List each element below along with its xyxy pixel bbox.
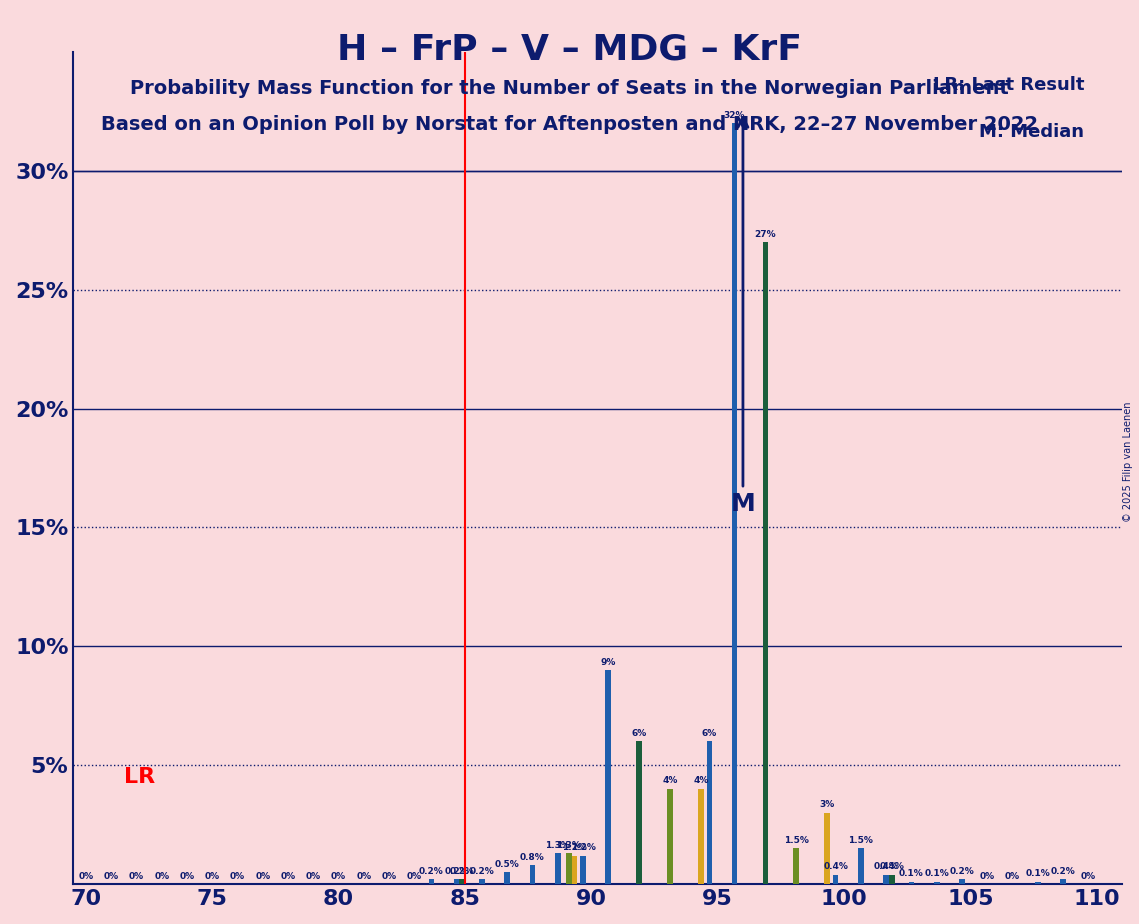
- Bar: [606, 670, 611, 884]
- Text: 6%: 6%: [631, 729, 647, 738]
- Text: 0.4%: 0.4%: [874, 862, 899, 871]
- Text: Probability Mass Function for the Number of Seats in the Norwegian Parliament: Probability Mass Function for the Number…: [130, 79, 1009, 98]
- Text: 0.2%: 0.2%: [950, 867, 974, 876]
- Text: 1.3%: 1.3%: [557, 841, 581, 850]
- Text: 0%: 0%: [1005, 871, 1021, 881]
- Text: 0.8%: 0.8%: [521, 853, 544, 861]
- Bar: [530, 865, 535, 884]
- Text: 0%: 0%: [180, 871, 195, 881]
- Text: 0.2%: 0.2%: [450, 867, 475, 876]
- Bar: [453, 880, 459, 884]
- Bar: [580, 856, 585, 884]
- Bar: [566, 853, 572, 884]
- Text: 0%: 0%: [230, 871, 245, 881]
- Bar: [890, 875, 894, 884]
- Bar: [480, 880, 485, 884]
- Text: 0%: 0%: [79, 871, 93, 881]
- Bar: [555, 853, 560, 884]
- Text: 0%: 0%: [357, 871, 371, 881]
- Bar: [428, 880, 434, 884]
- Text: 0.2%: 0.2%: [1050, 867, 1075, 876]
- Text: 0%: 0%: [205, 871, 220, 881]
- Text: LR: LR: [124, 767, 155, 787]
- Text: Based on an Opinion Poll by Norstat for Aftenposten and NRK, 22–27 November 2022: Based on an Opinion Poll by Norstat for …: [101, 116, 1038, 135]
- Text: 0%: 0%: [255, 871, 270, 881]
- Text: © 2025 Filip van Laenen: © 2025 Filip van Laenen: [1123, 402, 1133, 522]
- Bar: [572, 856, 577, 884]
- Text: 4%: 4%: [662, 776, 678, 785]
- Text: M: M: [730, 117, 755, 516]
- Text: 0%: 0%: [280, 871, 296, 881]
- Text: 0.2%: 0.2%: [469, 867, 494, 876]
- Text: 0%: 0%: [331, 871, 346, 881]
- Text: H – FrP – V – MDG – KrF: H – FrP – V – MDG – KrF: [337, 32, 802, 67]
- Bar: [1035, 881, 1041, 884]
- Text: 1.2%: 1.2%: [571, 843, 596, 852]
- Text: 3%: 3%: [819, 800, 835, 809]
- Bar: [732, 123, 737, 884]
- Bar: [909, 881, 915, 884]
- Text: 9%: 9%: [600, 658, 616, 666]
- Bar: [934, 881, 940, 884]
- Text: 0.2%: 0.2%: [444, 867, 469, 876]
- Text: 1.5%: 1.5%: [849, 836, 874, 845]
- Text: 1.5%: 1.5%: [784, 836, 809, 845]
- Text: 0%: 0%: [104, 871, 118, 881]
- Text: 0%: 0%: [154, 871, 170, 881]
- Text: 0%: 0%: [129, 871, 145, 881]
- Text: 0.2%: 0.2%: [419, 867, 444, 876]
- Text: 0.1%: 0.1%: [925, 869, 949, 878]
- Bar: [858, 848, 863, 884]
- Bar: [959, 880, 965, 884]
- Bar: [884, 875, 890, 884]
- Text: 0%: 0%: [382, 871, 396, 881]
- Bar: [794, 848, 800, 884]
- Text: 0.4%: 0.4%: [823, 862, 849, 871]
- Bar: [667, 789, 673, 884]
- Text: LR: Last Result: LR: Last Result: [933, 76, 1084, 93]
- Text: 0.4%: 0.4%: [879, 862, 904, 871]
- Bar: [833, 875, 838, 884]
- Bar: [763, 242, 768, 884]
- Text: 0.1%: 0.1%: [1025, 869, 1050, 878]
- Text: 1.3%: 1.3%: [546, 841, 571, 850]
- Text: 0%: 0%: [980, 871, 994, 881]
- Text: 0.5%: 0.5%: [494, 859, 519, 869]
- Bar: [637, 741, 642, 884]
- Text: 0.1%: 0.1%: [899, 869, 924, 878]
- Text: 1.2%: 1.2%: [562, 843, 587, 852]
- Text: 32%: 32%: [724, 111, 745, 120]
- Text: 0%: 0%: [407, 871, 423, 881]
- Text: 6%: 6%: [702, 729, 716, 738]
- Bar: [459, 880, 465, 884]
- Bar: [698, 789, 704, 884]
- Text: 27%: 27%: [755, 229, 777, 238]
- Bar: [706, 741, 712, 884]
- Bar: [825, 813, 830, 884]
- Text: 0%: 0%: [1081, 871, 1096, 881]
- Text: 4%: 4%: [693, 776, 708, 785]
- Text: M: Median: M: Median: [980, 123, 1084, 141]
- Text: 0%: 0%: [306, 871, 321, 881]
- Bar: [1060, 880, 1066, 884]
- Bar: [505, 872, 510, 884]
